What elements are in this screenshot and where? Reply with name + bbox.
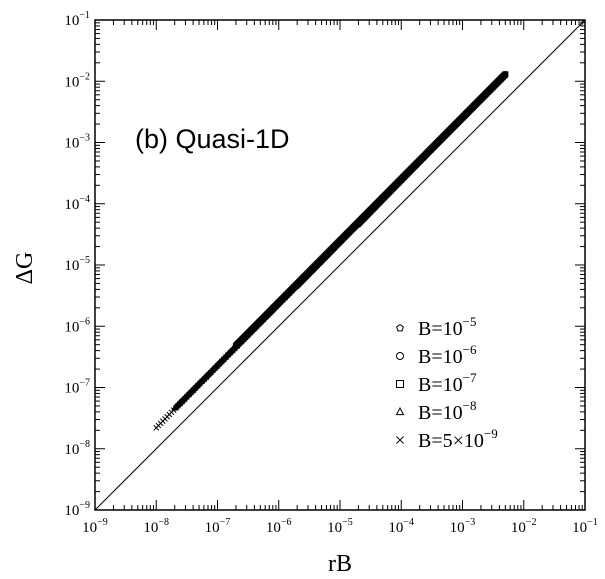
y-tick-label: 10−2 <box>64 71 90 90</box>
panel-annotation: (b) Quasi-1D <box>135 124 290 154</box>
y-tick-label: 10−8 <box>64 439 90 458</box>
legend-label: B=10−7 <box>418 370 477 396</box>
legend-item: B=10−7 <box>396 370 477 396</box>
data-point <box>501 70 509 77</box>
x-tick-label: 10−1 <box>572 517 598 536</box>
x-tick-label: 10−4 <box>388 517 414 536</box>
y-tick-label: 10−6 <box>64 316 90 335</box>
legend-label: B=10−8 <box>418 398 476 424</box>
x-tick-label: 10−6 <box>266 517 292 536</box>
legend-label: B=10−5 <box>418 314 476 340</box>
x-axis-title: rB <box>328 551 352 577</box>
tick-marks <box>94 19 586 511</box>
legend-label: B=10−6 <box>418 342 477 368</box>
y-tick-label: 10−3 <box>64 133 90 152</box>
legend-marker <box>396 323 404 332</box>
legend-marker <box>396 436 404 444</box>
legend-item: B=5×10−9 <box>396 426 498 452</box>
legend-marker <box>396 352 404 360</box>
y-axis-title: ΔG <box>12 252 38 285</box>
series-x <box>153 71 509 431</box>
y-tick-label: 10−1 <box>64 10 90 29</box>
y-tick-label: 10−5 <box>64 255 90 274</box>
x-tick-label: 10−3 <box>450 517 476 536</box>
data-points-layer <box>153 70 509 431</box>
x-tick-labels: 10−9 10−8 10−7 10−6 10−5 10−4 10−3 10−2 10−1 <box>82 517 598 536</box>
reference-line-y-equals-x <box>95 20 585 510</box>
legend-item: B=10−8 <box>395 398 476 424</box>
x-tick-label: 10−8 <box>143 517 169 536</box>
legend-marker <box>395 406 405 416</box>
y-tick-label: 10−7 <box>64 378 90 397</box>
y-tick-label: 10−9 <box>64 500 90 519</box>
legend-item: B=10−5 <box>396 314 476 340</box>
x-tick-label: 10−5 <box>327 517 353 536</box>
legend-label: B=5×10−9 <box>418 426 498 452</box>
y-tick-label: 10−4 <box>64 194 90 213</box>
legend: B=10−5B=10−6B=10−7B=10−8B=5×10−9 <box>395 314 498 452</box>
data-point <box>502 71 509 78</box>
x-tick-label: 10−7 <box>205 517 231 536</box>
legend-item: B=10−6 <box>396 342 477 368</box>
y-tick-labels: 10−9 10−8 10−7 10−6 10−5 10−4 10−3 10−2 10−1 <box>64 10 90 519</box>
x-tick-label: 10−2 <box>511 517 537 536</box>
legend-marker <box>396 380 404 388</box>
x-tick-label: 10−9 <box>82 517 108 536</box>
reference-line-layer <box>95 20 585 510</box>
